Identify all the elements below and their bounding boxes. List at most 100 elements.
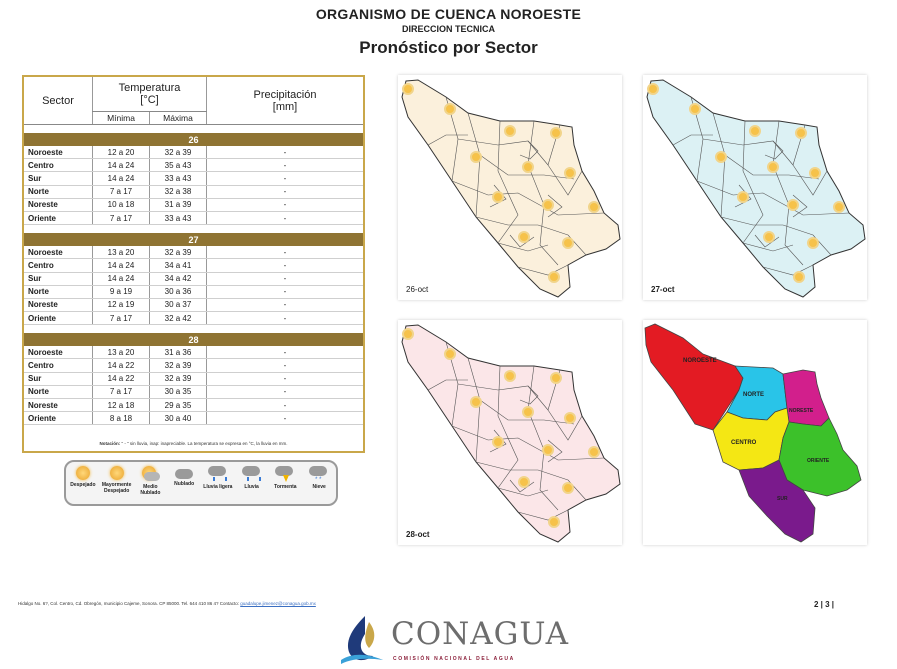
sun-icon	[402, 328, 414, 340]
cell-max: 30 a 37	[149, 298, 207, 313]
municipality-border	[517, 509, 569, 521]
cell-min: 12 a 18	[92, 398, 150, 413]
table-row: Noreste 12 a 18 29 a 35-	[24, 398, 363, 413]
page-title: Pronóstico por Sector	[359, 38, 538, 57]
municipality-border	[734, 184, 752, 208]
mostly-clear-icon	[109, 466, 124, 480]
sun-icon	[444, 103, 456, 115]
cell-precip: -	[206, 258, 363, 273]
sun-icon	[689, 103, 701, 115]
cell-precip: -	[206, 285, 363, 299]
table-row: Centro 14 a 22 32 a 39-	[24, 358, 363, 373]
table-row: Norte 9 a 19 30 a 36-	[24, 285, 363, 299]
cell-min: 13 a 20	[92, 346, 150, 360]
cell-max: 34 a 41	[149, 258, 207, 273]
sun-icon	[492, 191, 504, 203]
sector-map-svg: NOROESTE NORTE NORESTE CENTRO ORIENTE SU…	[644, 323, 862, 543]
sector-label-noreste: NORESTE	[789, 408, 814, 414]
cell-sector: Centro	[24, 158, 93, 173]
sun-icon	[550, 127, 562, 139]
cell-sector: Noroeste	[24, 346, 93, 360]
sun-icon	[787, 199, 799, 211]
legend-item: * * Nieve	[304, 466, 335, 490]
state-outline	[401, 324, 621, 543]
sun-icon	[444, 348, 456, 360]
legend-label: Lluvia	[244, 484, 259, 490]
table-row: Noreste 10 a 18 31 a 39-	[24, 198, 363, 212]
cell-sector: Noreste	[24, 298, 93, 313]
legend-label: Despejado	[70, 482, 96, 488]
municipality-border	[754, 234, 780, 248]
municipality-border	[427, 134, 468, 146]
cell-max: 33 a 43	[149, 171, 207, 186]
cell-max: 32 a 39	[149, 146, 207, 160]
header-temperature: Temperatura [°C]	[92, 77, 207, 112]
legend-item: Despejado	[67, 466, 98, 488]
table-row: Sur 14 a 24 34 a 42-	[24, 272, 363, 286]
sector-label-sur: SUR	[777, 496, 788, 502]
municipality-border	[547, 124, 583, 196]
header-precip: Precipitación [mm]	[206, 77, 363, 125]
cell-sector: Noroeste	[24, 246, 93, 260]
legend-item: Mayormente Despejado	[101, 466, 132, 494]
cell-sector: Oriente	[24, 211, 93, 226]
municipality-border	[519, 140, 539, 160]
sector-label-centro: CENTRO	[731, 440, 757, 446]
cell-precip: -	[206, 358, 363, 373]
municipality-border	[792, 194, 808, 218]
cell-precip: -	[206, 198, 363, 212]
legend-item: Lluvia	[236, 466, 267, 490]
sun-icon	[470, 151, 482, 163]
footer-address: Hidalgo No. 6?, Col. Centro, Cd. Obregón…	[18, 601, 316, 606]
header-precip-unit: [mm]	[272, 100, 298, 113]
municipality-border	[451, 425, 605, 461]
page-number: 2 | 3 |	[814, 600, 835, 609]
state-outline	[646, 79, 866, 298]
cell-sector: Noreste	[24, 198, 93, 212]
municipality-border	[792, 124, 828, 196]
cell-max: 30 a 36	[149, 285, 207, 299]
day-header: 28	[24, 333, 363, 347]
weather-legend: Despejado Mayormente Despejado Medio Nubla…	[64, 460, 338, 506]
cell-precip: -	[206, 372, 363, 386]
sun-icon	[518, 476, 530, 488]
municipality-border	[696, 180, 850, 216]
cell-max: 31 a 36	[149, 346, 207, 360]
sun-icon	[807, 237, 819, 249]
municipality-border	[475, 216, 587, 256]
map-day2-caption: 27-oct	[651, 285, 675, 294]
note-text: " - " sin lluvia, inap: inapreciable. La…	[121, 441, 288, 446]
sun-icon	[588, 446, 600, 458]
cell-max: 32 a 39	[149, 372, 207, 386]
cell-sector: Sur	[24, 272, 93, 286]
cell-min: 7 a 17	[92, 311, 150, 326]
header-temperature-label: Temperatura	[118, 82, 181, 94]
cell-max: 31 a 39	[149, 198, 207, 212]
header-min: Mínima	[92, 111, 150, 125]
cell-sector: Norte	[24, 385, 93, 400]
cell-min: 14 a 24	[92, 258, 150, 273]
cell-max: 32 a 39	[149, 358, 207, 373]
light-rain-icon	[207, 466, 228, 482]
cell-min: 8 a 18	[92, 411, 150, 426]
cell-sector: Noreste	[24, 398, 93, 413]
municipality-border	[497, 242, 549, 252]
cell-max: 35 a 43	[149, 158, 207, 173]
footer-email-link[interactable]: guadalupe.jimenez@conagua.gob.mx	[240, 601, 316, 606]
cell-sector: Oriente	[24, 311, 93, 326]
sun-icon	[542, 444, 554, 456]
sun-icon	[562, 237, 574, 249]
cell-min: 14 a 24	[92, 158, 150, 173]
cell-precip: -	[206, 398, 363, 413]
cell-sector: Oriente	[24, 411, 93, 426]
sector-oriente	[778, 417, 862, 497]
sun-icon	[548, 516, 560, 528]
municipality-border	[702, 138, 794, 166]
storm-icon	[275, 466, 295, 482]
footer-address-text: Hidalgo No. 6?, Col. Centro, Cd. Obregón…	[18, 601, 241, 606]
legend-label: Lluvia ligera	[203, 484, 233, 490]
snow-icon: * *	[309, 466, 329, 483]
org-title: ORGANISMO DE CUENCA NOROESTE	[315, 6, 582, 22]
cell-precip: -	[206, 158, 363, 173]
cell-sector: Sur	[24, 372, 93, 386]
